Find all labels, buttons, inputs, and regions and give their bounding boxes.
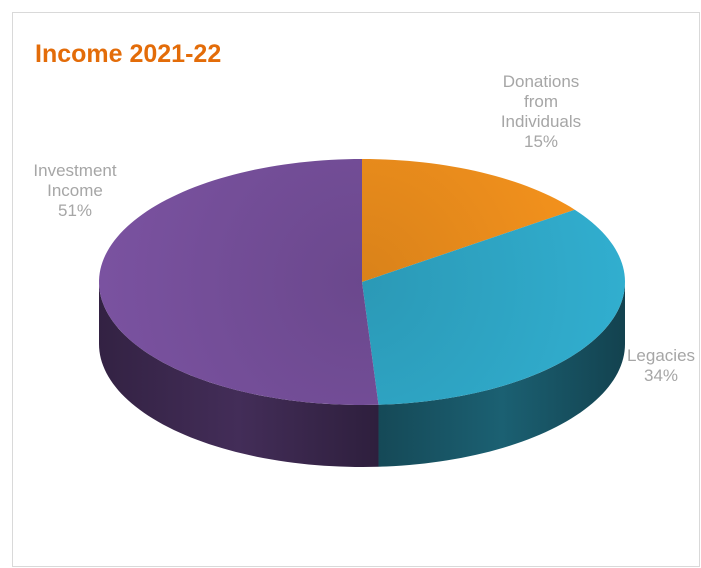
slice-label-line: Investment — [33, 161, 116, 180]
slice-label-line: Donations — [503, 72, 580, 91]
slice-label-line: Legacies — [627, 346, 695, 365]
pie-side-walls — [99, 282, 625, 467]
pie-side-wall — [378, 282, 625, 467]
pie-slice — [362, 209, 625, 405]
slice-label: Investment Income 51% — [33, 161, 116, 220]
slice-value-label: 34% — [644, 366, 678, 385]
pie-slice — [362, 159, 575, 282]
chart-title: Income 2021-22 — [35, 40, 222, 68]
pie-slice — [99, 159, 379, 405]
slice-label: Donations from Individuals 15% — [501, 72, 581, 151]
pie-side-wall — [99, 282, 379, 467]
slice-value-label: 15% — [524, 132, 558, 151]
slice-label-line: Income — [47, 181, 103, 200]
slice-label-line: from — [524, 92, 558, 111]
slice-value-label: 51% — [58, 201, 92, 220]
pie-slice-labels: Donations from Individuals 15% Legacies 34% In… — [33, 72, 695, 385]
slice-label-line: Individuals — [501, 112, 581, 131]
pie-top-faces — [99, 159, 625, 405]
slice-label: Legacies 34% — [627, 346, 695, 385]
